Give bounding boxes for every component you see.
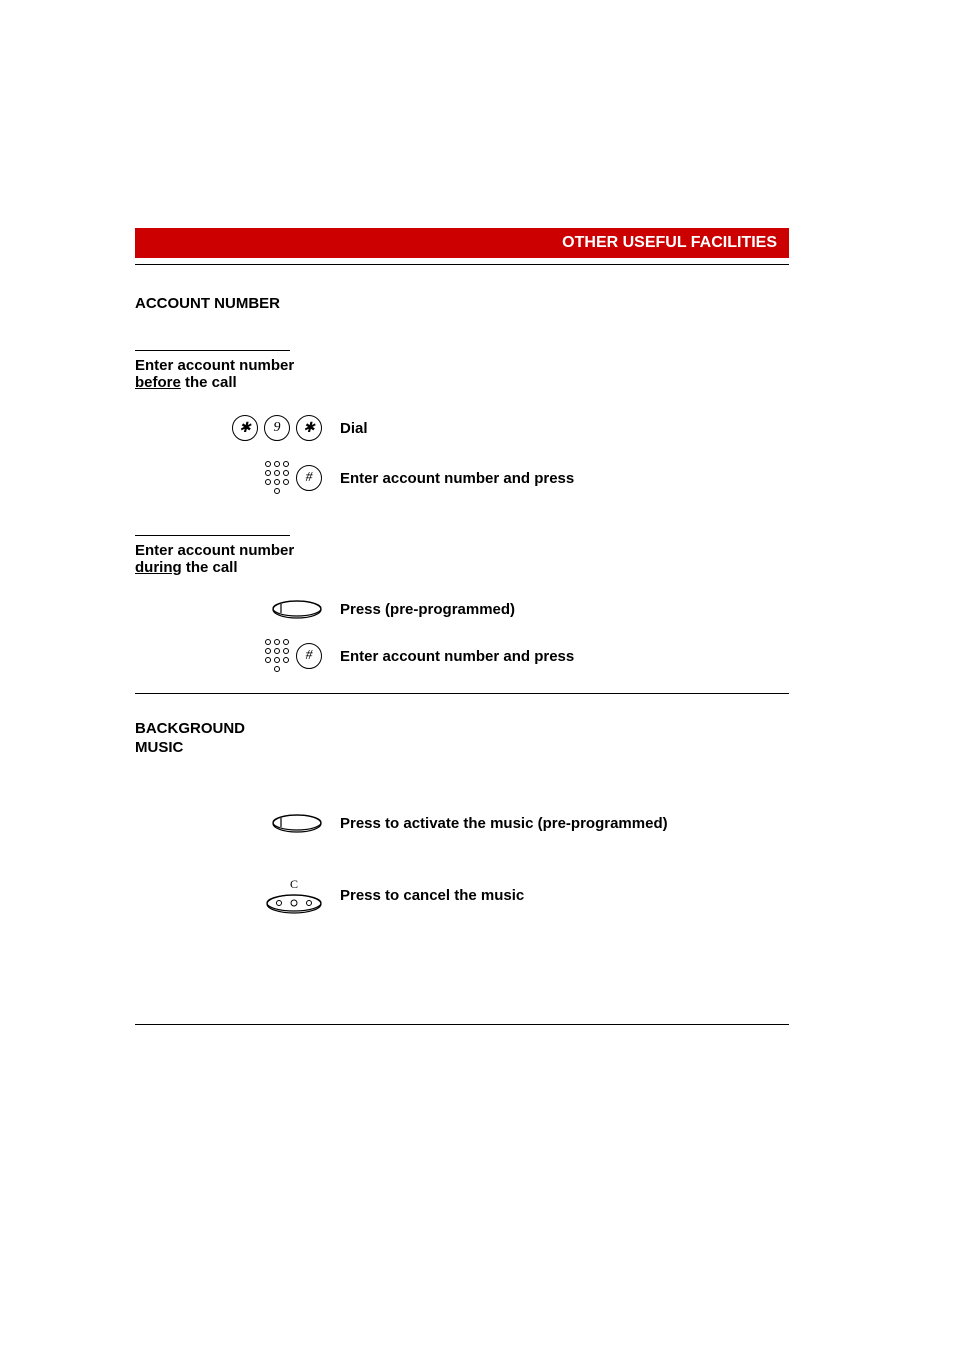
function-key-icon xyxy=(272,600,322,619)
row-press-preprog: Press (pre-programmed) xyxy=(135,600,789,619)
star-key-icon: ✱ xyxy=(232,415,258,441)
icons-clear-key: C xyxy=(135,877,340,914)
icons-func-key-music xyxy=(135,814,340,833)
row-music-activate: Press to activate the music (pre-program… xyxy=(135,814,789,833)
header-title: OTHER USEFUL FACILITIES xyxy=(562,234,777,251)
row-music-cancel: C Press to cancel the music xyxy=(135,877,789,914)
numeric-keypad-icon xyxy=(265,639,290,673)
before-suffix: the call xyxy=(181,374,237,391)
hash-key-icon: # xyxy=(296,643,322,669)
clear-key-icon xyxy=(266,894,322,914)
before-underlined: before xyxy=(135,374,181,391)
clear-key-label: C xyxy=(290,877,298,892)
icons-keypad-hash: # xyxy=(135,639,340,673)
during-underlined: during xyxy=(135,559,182,576)
music-title-l1: BACKGROUND xyxy=(135,720,245,737)
during-suffix: the call xyxy=(182,559,238,576)
account-section-title: ACCOUNT NUMBER xyxy=(135,295,789,312)
music-section-title: BACKGROUND MUSIC xyxy=(135,720,789,758)
footer-rule xyxy=(135,1024,789,1025)
music-title-l2: MUSIC xyxy=(135,739,183,756)
header-underline xyxy=(135,264,789,265)
during-line1: Enter account number xyxy=(135,542,294,559)
sub-heading-during: Enter account number during the call xyxy=(135,542,789,576)
clear-key-wrap: C xyxy=(266,877,322,914)
function-key-icon xyxy=(272,814,322,833)
music-activate-label: Press to activate the music (pre-program… xyxy=(340,815,789,832)
enter-press-label-2: Enter account number and press xyxy=(340,648,789,665)
icons-func-key xyxy=(135,600,340,619)
enter-press-label: Enter account number and press xyxy=(340,470,789,487)
row-enter-before: # Enter account number and press xyxy=(135,461,789,495)
before-line1: Enter account number xyxy=(135,357,294,374)
numeric-keypad-icon xyxy=(265,461,290,495)
row-enter-during: # Enter account number and press xyxy=(135,639,789,673)
sub-rule-during xyxy=(135,535,290,536)
press-preprog-label: Press (pre-programmed) xyxy=(340,601,789,618)
sub-heading-before: Enter account number before the call xyxy=(135,357,789,391)
header-bar: OTHER USEFUL FACILITIES xyxy=(135,228,789,258)
icons-star-9-star: ✱ 9 ✱ xyxy=(135,415,340,441)
music-cancel-label: Press to cancel the music xyxy=(340,887,789,904)
icons-keypad-hash: # xyxy=(135,461,340,495)
star-key-icon: ✱ xyxy=(296,415,322,441)
sub-rule-before xyxy=(135,350,290,351)
nine-key-icon: 9 xyxy=(264,415,290,441)
section-divider xyxy=(135,693,789,694)
row-dial: ✱ 9 ✱ Dial xyxy=(135,415,789,441)
dial-label: Dial xyxy=(340,420,789,437)
hash-key-icon: # xyxy=(296,465,322,491)
